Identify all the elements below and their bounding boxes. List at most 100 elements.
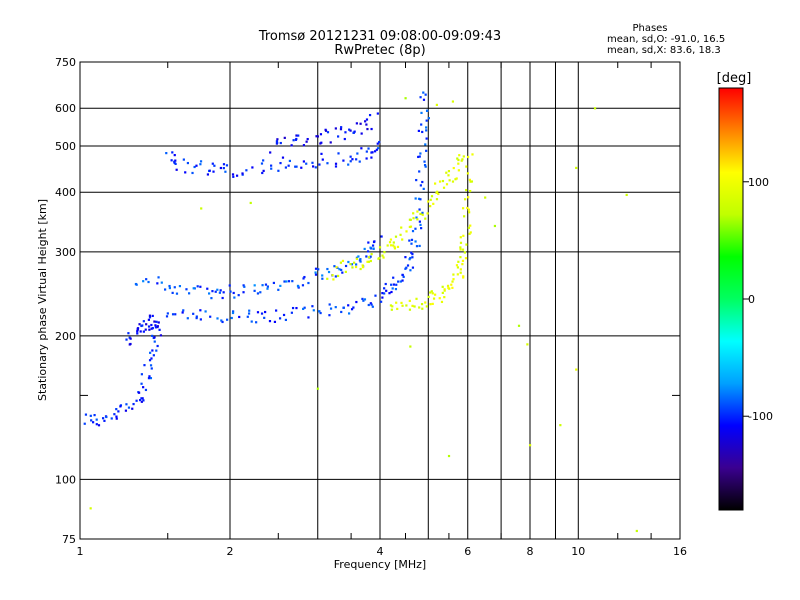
data-point [287,280,291,283]
data-point [317,268,320,271]
data-point [415,216,418,219]
data-point [429,303,432,306]
data-point [459,246,462,249]
data-point [295,137,298,141]
data-point [404,256,407,259]
data-point [283,136,286,139]
data-point [270,164,273,167]
colorbar [718,87,744,511]
phase-box-line-x: mean, sd,X: 83.6, 18.3 [607,45,721,56]
data-point [160,281,163,284]
data-point [424,217,427,220]
data-point [409,256,412,260]
data-point [186,161,190,165]
data-point [349,129,352,132]
data-point [154,326,158,329]
data-point [427,200,430,203]
data-point [277,169,280,172]
data-point [457,158,460,162]
data-point [466,155,470,159]
x-tick-label: 8 [527,545,534,558]
data-point [216,288,219,291]
data-point [401,279,404,282]
data-point [441,285,444,288]
data-point [319,133,323,136]
data-point [326,277,329,280]
data-point [191,171,194,175]
data-point [452,273,455,276]
data-point [457,162,460,165]
data-point [138,323,141,326]
data-point [272,281,275,285]
data-point [409,345,412,348]
data-point [467,208,470,211]
data-point [399,280,402,283]
data-point [446,284,450,287]
data-point [321,274,324,277]
data-point [353,261,356,264]
data-point [208,169,211,172]
data-point [414,240,417,243]
data-point [284,318,288,322]
data-point [263,316,266,319]
data-point [233,296,236,299]
data-point [128,343,131,346]
data-point [455,264,459,267]
data-point [264,283,268,286]
data-point [188,292,191,295]
data-point [115,415,118,418]
data-point [392,241,395,244]
data-point [216,317,219,320]
data-point [221,296,224,300]
data-point [459,241,463,244]
data-point [255,321,258,324]
data-point [418,155,421,158]
data-point [230,316,233,320]
data-point [294,165,297,168]
data-point [142,399,145,402]
data-point [461,259,465,262]
phase-box-title: Phases [632,23,667,34]
data-point [375,148,378,151]
data-point [575,368,578,371]
data-point [389,238,393,241]
data-point [415,245,419,248]
data-point [174,162,177,166]
data-point [461,248,465,251]
data-point [206,173,210,176]
data-point [314,267,318,270]
data-point [199,163,202,166]
data-point [372,240,376,244]
data-point [404,97,407,100]
data-point [367,256,371,259]
colorbar-ticks: -100 0 100 [743,176,773,423]
data-point [422,98,426,101]
data-point [382,256,385,259]
data-point [151,327,154,330]
data-point [334,127,337,130]
data-point [378,140,381,144]
data-point [463,251,467,254]
data-point [326,131,330,134]
data-point [199,309,202,312]
data-point [320,152,323,155]
data-point [471,153,474,156]
data-point [214,290,217,293]
data-point [173,286,176,289]
data-point [193,165,196,169]
data-point [242,284,245,287]
data-point [418,170,421,173]
data-point [231,311,235,315]
data-point [381,254,384,257]
data-point [399,233,402,236]
data-point [411,230,415,233]
data-point [117,410,120,413]
data-point [211,162,214,165]
data-point [377,147,380,150]
data-point [143,364,146,367]
data-point [344,131,347,134]
data-point [316,135,320,138]
data-point [392,283,395,286]
data-point [232,175,235,178]
data-point [466,206,469,210]
